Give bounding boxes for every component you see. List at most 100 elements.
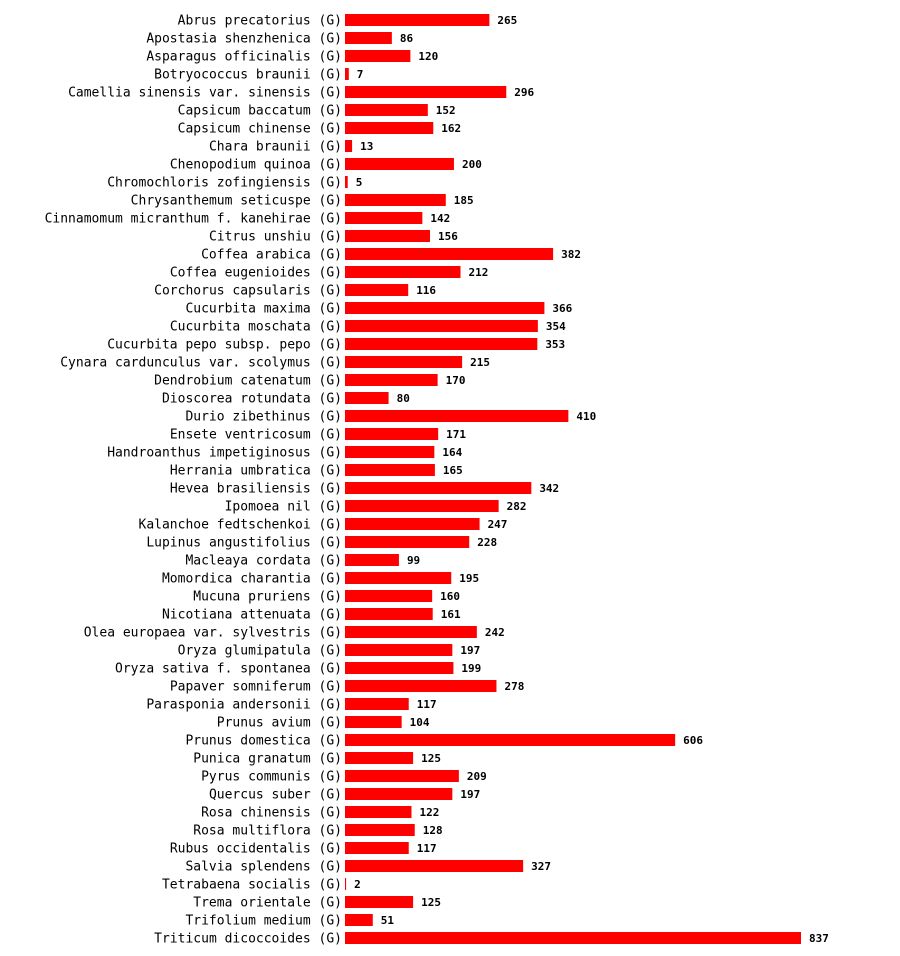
bar — [345, 482, 532, 494]
category-label: Cucurbita moschata (G) — [170, 320, 342, 335]
category-label: Rosa multiflora (G) — [193, 824, 342, 839]
bar — [345, 842, 409, 854]
category-label: Ipomoea nil (G) — [225, 500, 342, 515]
bar-value-label: 117 — [417, 698, 437, 711]
bar-value-label: 7 — [357, 68, 364, 81]
bar-value-label: 164 — [442, 446, 462, 459]
category-label: Cucurbita maxima (G) — [185, 302, 342, 317]
bar-value-label: 152 — [436, 104, 456, 117]
category-label: Oryza sativa f. spontanea (G) — [115, 662, 342, 677]
bar — [345, 248, 554, 260]
bar — [345, 770, 459, 782]
bar — [345, 14, 490, 26]
category-label: Rubus occidentalis (G) — [170, 842, 342, 857]
bar — [345, 284, 409, 296]
bar — [345, 86, 507, 98]
bar — [345, 140, 353, 152]
bar — [345, 806, 412, 818]
bar-value-label: 104 — [410, 716, 430, 729]
category-label: Macleaya cordata (G) — [185, 554, 342, 569]
category-label: Ensete ventricosum (G) — [170, 428, 342, 443]
bar — [345, 914, 373, 926]
bar-value-label: 278 — [504, 680, 524, 693]
bar-value-label: 382 — [561, 248, 581, 261]
category-label: Tetrabaena socialis (G) — [162, 878, 342, 893]
category-label: Nicotiana attenuata (G) — [162, 608, 342, 623]
bar-value-label: 165 — [443, 464, 463, 477]
bar-value-label: 80 — [397, 392, 410, 405]
category-label: Triticum dicoccoides (G) — [154, 932, 342, 947]
bar — [345, 356, 463, 368]
category-label: Salvia splendens (G) — [185, 860, 342, 875]
bar — [345, 428, 439, 440]
bar — [345, 374, 438, 386]
category-label: Prunus domestica (G) — [185, 734, 342, 749]
bar — [345, 446, 435, 458]
category-label: Capsicum baccatum (G) — [178, 104, 342, 119]
bar — [345, 50, 411, 62]
bar — [345, 104, 428, 116]
bar-value-label: 342 — [539, 482, 559, 495]
bar-value-label: 162 — [441, 122, 461, 135]
category-label: Herrania umbratica (G) — [170, 464, 342, 479]
bar-value-label: 200 — [462, 158, 482, 171]
bar-value-label: 120 — [418, 50, 438, 63]
bar — [345, 68, 349, 80]
bar-value-label: 199 — [461, 662, 481, 675]
bar-value-label: 171 — [446, 428, 466, 441]
bar — [345, 824, 415, 836]
bar — [345, 122, 434, 134]
bar — [345, 338, 538, 350]
category-label: Lupinus angustifolius (G) — [146, 536, 342, 551]
bar — [345, 230, 430, 242]
bar-value-label: 354 — [546, 320, 566, 333]
bar-value-label: 161 — [441, 608, 461, 621]
bar-value-label: 51 — [381, 914, 395, 927]
category-label: Capsicum chinense (G) — [178, 122, 342, 137]
bar — [345, 590, 433, 602]
bar — [345, 464, 435, 476]
bar-value-label: 282 — [507, 500, 527, 513]
bar — [345, 572, 452, 584]
bar-value-label: 327 — [531, 860, 551, 873]
category-label: Momordica charantia (G) — [162, 572, 342, 587]
bar — [345, 392, 389, 404]
bar-value-label: 197 — [460, 788, 480, 801]
category-label: Punica granatum (G) — [193, 752, 342, 767]
bar-value-label: 99 — [407, 554, 420, 567]
bar — [345, 716, 402, 728]
category-label: Rosa chinensis (G) — [201, 806, 342, 821]
bar-value-label: 837 — [809, 932, 829, 945]
category-label: Apostasia shenzhenica (G) — [146, 32, 342, 47]
category-label: Quercus suber (G) — [209, 788, 342, 803]
category-label: Corchorus capsularis (G) — [154, 284, 342, 299]
category-label: Botryococcus braunii (G) — [154, 68, 342, 83]
bar — [345, 320, 538, 332]
bar — [345, 860, 524, 872]
category-label: Citrus unshiu (G) — [209, 230, 342, 245]
bar-value-label: 296 — [514, 86, 534, 99]
bar-value-label: 125 — [421, 896, 441, 909]
bar-value-label: 128 — [423, 824, 443, 837]
bar-value-label: 247 — [488, 518, 508, 531]
bar-value-label: 195 — [459, 572, 479, 585]
bar — [345, 518, 480, 530]
bar-value-label: 156 — [438, 230, 458, 243]
bar-value-label: 185 — [454, 194, 474, 207]
bar — [345, 644, 453, 656]
bar — [345, 32, 392, 44]
bar — [345, 176, 348, 188]
bar — [345, 752, 414, 764]
bar-value-label: 606 — [683, 734, 703, 747]
category-label: Cucurbita pepo subsp. pepo (G) — [107, 338, 342, 353]
bar-value-label: 116 — [416, 284, 436, 297]
bar-value-label: 215 — [470, 356, 490, 369]
category-label: Cinnamomum micranthum f. kanehirae (G) — [45, 212, 342, 227]
category-label: Mucuna pruriens (G) — [193, 590, 342, 605]
bar-value-label: 160 — [440, 590, 460, 603]
bar — [345, 788, 453, 800]
bar — [345, 500, 499, 512]
category-label: Dendrobium catenatum (G) — [154, 374, 342, 389]
bar — [345, 896, 414, 908]
category-label: Asparagus officinalis (G) — [146, 50, 342, 65]
